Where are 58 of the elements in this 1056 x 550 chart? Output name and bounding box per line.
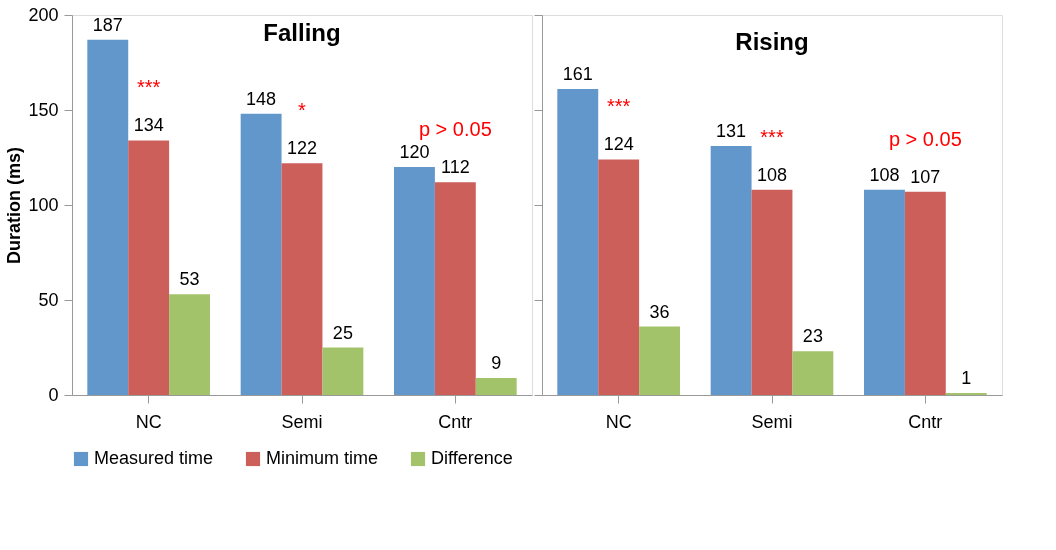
data-label: 36 bbox=[649, 301, 670, 322]
legend-label: Measured time bbox=[94, 448, 214, 468]
data-label: 131 bbox=[716, 121, 747, 142]
data-label: 1 bbox=[961, 368, 972, 389]
data-label: 124 bbox=[603, 134, 634, 155]
bar bbox=[475, 377, 517, 395]
y-tick-label: 150 bbox=[28, 99, 59, 120]
bar bbox=[598, 159, 640, 395]
annotation: p > 0.05 bbox=[418, 118, 492, 141]
bar bbox=[394, 167, 435, 395]
chart-title: Falling bbox=[263, 19, 341, 46]
bar bbox=[710, 146, 752, 395]
bar bbox=[904, 191, 946, 395]
annotation: *** bbox=[606, 95, 631, 118]
bar bbox=[169, 294, 210, 395]
bar bbox=[322, 347, 364, 395]
bar bbox=[639, 326, 680, 395]
text: Rising bbox=[735, 27, 809, 55]
data-label: 161 bbox=[562, 64, 593, 85]
x-tick-label: Semi bbox=[751, 411, 793, 432]
bar bbox=[751, 189, 793, 395]
y-tick-label: 50 bbox=[38, 289, 59, 310]
data-label: 120 bbox=[399, 142, 430, 162]
annotation: p > 0.05 bbox=[888, 127, 962, 150]
data-label: 107 bbox=[910, 166, 941, 187]
bar bbox=[792, 351, 834, 395]
x-tick-label: Cntr bbox=[908, 411, 943, 432]
bar bbox=[87, 39, 129, 395]
data-label: 9 bbox=[491, 352, 502, 373]
bar bbox=[128, 140, 170, 395]
bar bbox=[557, 89, 599, 395]
data-label: 187 bbox=[92, 14, 123, 35]
data-label: 148 bbox=[246, 88, 277, 109]
annotation: *** bbox=[136, 76, 161, 99]
data-label: 108 bbox=[756, 164, 788, 185]
data-label: 122 bbox=[286, 138, 318, 159]
bar bbox=[281, 163, 323, 395]
data-label: 108 bbox=[869, 164, 900, 185]
annotation: *** bbox=[760, 125, 784, 148]
legend-label: Minimum time bbox=[266, 448, 379, 468]
x-tick-label: Cntr bbox=[438, 411, 473, 432]
y-tick-label: 100 bbox=[28, 194, 59, 215]
data-label: 112 bbox=[440, 157, 470, 178]
legend-label: Difference bbox=[431, 448, 513, 468]
bar bbox=[240, 113, 282, 395]
y-tick-label: 200 bbox=[28, 4, 59, 25]
data-label: 23 bbox=[802, 326, 823, 347]
y-axis-title: Duration (ms) bbox=[4, 146, 25, 264]
bar bbox=[864, 189, 905, 395]
x-tick-label: Semi bbox=[281, 411, 323, 432]
data-label: 134 bbox=[133, 115, 164, 136]
bar bbox=[434, 182, 476, 395]
x-tick-label: NC bbox=[135, 411, 162, 432]
data-label: 53 bbox=[179, 269, 200, 290]
y-tick-label: 0 bbox=[48, 384, 59, 405]
annotation: * bbox=[298, 99, 307, 122]
x-tick-label: NC bbox=[605, 411, 632, 432]
data-label: 25 bbox=[332, 322, 353, 343]
